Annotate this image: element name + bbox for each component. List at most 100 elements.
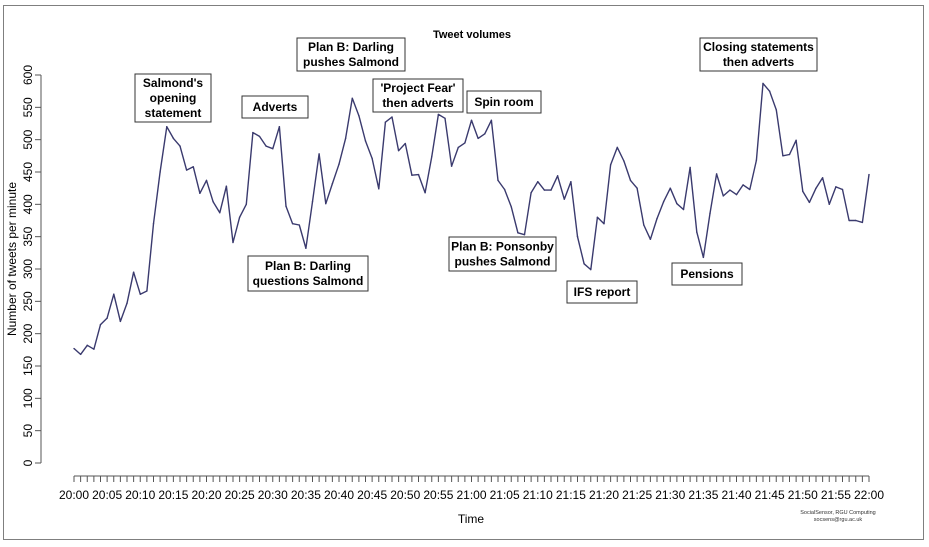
annotation-label: Plan B: Darling — [265, 259, 351, 273]
data-point — [636, 187, 638, 189]
data-point — [397, 149, 400, 152]
x-tick-label: 20:30 — [258, 488, 288, 502]
data-point — [510, 206, 512, 208]
data-point — [205, 179, 208, 182]
data-point — [709, 212, 711, 215]
annotation-label: Salmond's — [143, 76, 204, 90]
y-tick-label: 0 — [21, 459, 35, 466]
annotation-rect — [699, 37, 818, 72]
data-point — [537, 181, 539, 183]
data-point — [232, 241, 234, 244]
data-point — [643, 224, 645, 226]
data-point — [298, 224, 300, 226]
annotation-rect — [671, 262, 743, 286]
annotation-label: then adverts — [723, 55, 795, 69]
data-point — [576, 235, 579, 238]
y-tick-label: 400 — [21, 194, 35, 214]
data-point — [676, 202, 678, 205]
data-point — [735, 193, 738, 196]
data-point — [238, 216, 241, 218]
data-point — [417, 173, 420, 176]
data-point — [159, 171, 161, 173]
data-point — [775, 109, 777, 111]
x-tick-label: 21:20 — [589, 488, 619, 502]
y-axis-label: Number of tweets per minute — [5, 182, 19, 336]
data-point — [338, 163, 340, 165]
data-point — [404, 142, 406, 145]
y-tick-label: 250 — [21, 291, 35, 311]
data-point — [596, 216, 599, 218]
x-tick-label: 20:15 — [158, 488, 188, 502]
annotation-label: then adverts — [382, 96, 454, 110]
annotation-label: 'Project Fear' — [380, 81, 455, 95]
data-point — [285, 205, 287, 207]
data-point — [311, 201, 314, 203]
annotation-box: Adverts — [241, 95, 309, 119]
annotation-label: Closing statements — [703, 40, 814, 54]
x-tick-label: 21:15 — [556, 488, 586, 502]
data-point — [722, 195, 724, 197]
data-point — [616, 146, 618, 149]
data-point — [696, 231, 698, 233]
data-point — [192, 166, 194, 168]
x-tick-label: 21:40 — [721, 488, 751, 502]
data-point — [79, 353, 82, 356]
data-point — [258, 135, 261, 138]
x-tick-label: 21:30 — [655, 488, 685, 502]
data-point — [742, 184, 744, 186]
y-tick-label: 150 — [21, 356, 35, 376]
data-point — [556, 175, 559, 177]
x-tick-label: 20:20 — [191, 488, 221, 502]
data-point — [73, 347, 75, 350]
x-axis-label: Time — [458, 512, 485, 526]
data-point — [649, 238, 652, 240]
data-point — [590, 268, 592, 271]
data-point — [815, 187, 817, 189]
data-point — [682, 208, 685, 211]
data-point — [841, 188, 844, 191]
x-tick-label: 20:05 — [92, 488, 122, 502]
y-tick-label: 550 — [21, 97, 35, 117]
data-point — [795, 139, 797, 142]
annotation-box: Spin room — [466, 90, 542, 114]
data-point — [146, 290, 148, 292]
credit-line: socsens@rgu.ac.uk — [814, 517, 863, 523]
data-point — [344, 137, 347, 140]
data-point — [821, 177, 824, 179]
data-point — [855, 219, 857, 222]
data-point — [431, 155, 433, 158]
data-point — [318, 153, 320, 155]
data-point — [106, 317, 108, 319]
data-point — [391, 116, 393, 118]
data-point — [715, 173, 718, 175]
x-tick-label: 20:40 — [324, 488, 354, 502]
x-tick-label: 20:55 — [423, 488, 453, 502]
x-tick-label: 20:10 — [125, 488, 155, 502]
y-tick-label: 350 — [21, 226, 35, 246]
data-point — [788, 153, 791, 156]
data-point — [484, 133, 486, 135]
data-point — [265, 145, 267, 147]
data-point — [99, 323, 102, 326]
annotation-rect — [134, 73, 212, 123]
annotation-label: pushes Salmond — [454, 255, 550, 269]
x-tick-label: 21:45 — [755, 488, 785, 502]
data-point — [325, 202, 327, 205]
data-point — [623, 160, 625, 162]
data-point — [543, 189, 546, 191]
data-point — [152, 223, 155, 225]
data-point — [669, 187, 671, 189]
data-point — [464, 142, 466, 144]
data-point — [497, 179, 499, 182]
data-point — [583, 263, 585, 265]
annotation-rect — [372, 78, 464, 113]
data-point — [868, 173, 870, 176]
annotation-label: pushes Salmond — [303, 55, 399, 69]
annotation-rect — [566, 280, 638, 304]
annotation-label: Plan B: Darling — [308, 40, 394, 54]
data-point — [570, 181, 572, 183]
x-tick-label: 20:00 — [59, 488, 89, 502]
data-point — [609, 164, 612, 166]
data-point — [139, 293, 141, 295]
